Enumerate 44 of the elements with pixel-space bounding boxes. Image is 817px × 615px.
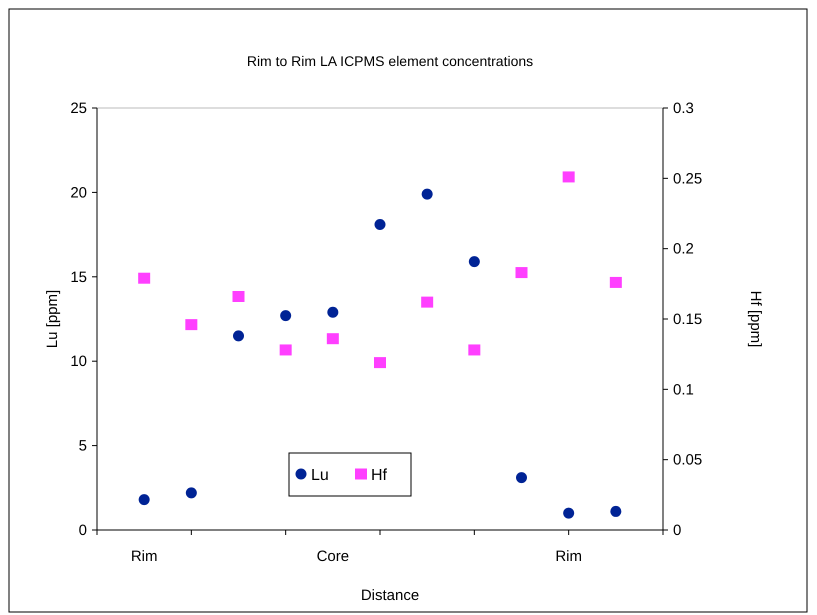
- x-tick-label: Rim: [130, 548, 158, 565]
- y2-tick-label: 0.2: [673, 240, 694, 258]
- point: [327, 306, 338, 318]
- point: [138, 272, 150, 284]
- point: [610, 506, 622, 517]
- point: [562, 171, 575, 182]
- point: [280, 344, 292, 356]
- point: [232, 290, 244, 302]
- y-tick-label: 15: [70, 268, 87, 286]
- legend-label: Lu: [311, 467, 329, 484]
- x-tick-label: Core: [316, 548, 350, 565]
- y2-tick-label: 0.05: [673, 452, 702, 469]
- point: [516, 267, 528, 278]
- y-tick-label: 25: [70, 100, 87, 117]
- y2-tick-label: 0.15: [673, 311, 702, 328]
- y-tick-label: 0: [78, 522, 87, 539]
- point: [374, 218, 386, 230]
- point: [468, 256, 480, 268]
- y-tick-label: 20: [70, 184, 87, 202]
- y2-axis-title: Hf [ppm]: [747, 290, 764, 348]
- point: [563, 508, 574, 519]
- point: [610, 276, 622, 288]
- point: [421, 296, 434, 308]
- point: [468, 344, 480, 356]
- point: [516, 472, 527, 484]
- point: [233, 330, 244, 342]
- y2-tick-label: 0.3: [673, 100, 694, 117]
- point: [185, 319, 198, 330]
- y2-tick-label: 0.1: [673, 381, 694, 398]
- legend-label: Hf: [371, 467, 388, 484]
- point: [138, 494, 150, 506]
- y-tick-label: 10: [70, 353, 87, 370]
- point: [186, 487, 197, 498]
- y-axis-title: Lu [ppm]: [44, 290, 61, 348]
- point: [422, 188, 433, 200]
- x-axis-title: Distance: [360, 587, 420, 604]
- y-tick-label: 5: [78, 438, 87, 455]
- point: [326, 333, 339, 344]
- y2-tick-label: 0: [673, 522, 682, 539]
- point: [280, 310, 292, 322]
- chart-title: Rim to Rim LA ICPMS element concentrations: [246, 53, 534, 69]
- x-tick-label: Rim: [555, 548, 582, 565]
- y2-tick-label: 0.25: [673, 170, 702, 188]
- point: [374, 357, 386, 368]
